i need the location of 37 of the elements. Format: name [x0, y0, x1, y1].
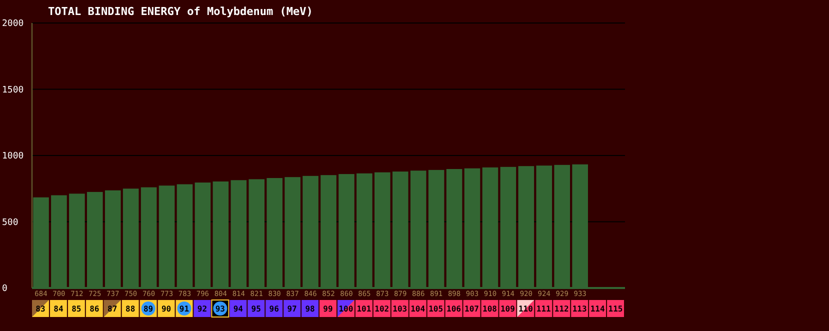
- x-tick-label: 91: [179, 304, 190, 314]
- x-tick-label: 102: [374, 304, 390, 314]
- x-tick-label: 94: [233, 304, 244, 314]
- x-tick-label: 107: [464, 304, 480, 314]
- x-tick-label: 103: [392, 304, 408, 314]
- x-tick-label: 108: [482, 304, 498, 314]
- x-tick-label: 112: [554, 304, 570, 314]
- x-tick-label: 84: [54, 304, 64, 314]
- x-tick-label: 98: [305, 304, 316, 314]
- y-tick-label: 1000: [2, 152, 24, 162]
- x-tick-label: 96: [269, 304, 280, 314]
- y-tick-label: 500: [2, 218, 18, 228]
- x-tick-label: 97: [287, 304, 298, 314]
- x-tick-label: 111: [536, 304, 552, 314]
- x-tick-label: 115: [608, 304, 623, 314]
- x-tick-label: 93: [215, 304, 226, 314]
- x-tick-label: 113: [572, 304, 587, 314]
- x-tick-label: 89: [143, 304, 154, 314]
- x-tick-label: 114: [590, 304, 605, 314]
- x-tick-label: 105: [428, 304, 444, 314]
- x-tick-label: 83: [36, 304, 46, 314]
- x-tick-label: 86: [90, 304, 100, 314]
- x-tick-label: 87: [108, 304, 118, 314]
- x-tick-label: 92: [197, 304, 208, 314]
- x-tick-label: 85: [72, 304, 82, 314]
- x-tick-label: 88: [126, 304, 136, 314]
- y-tick-label: 2000: [2, 19, 24, 30]
- x-tick-label: 95: [251, 304, 262, 314]
- x-tick-label: 104: [410, 304, 426, 314]
- x-tick-label: 99: [323, 304, 333, 314]
- x-tick-label: 106: [446, 304, 462, 314]
- x-tick-label: 101: [356, 304, 372, 314]
- x-tick-label: 90: [161, 304, 172, 314]
- y-tick-label: 1500: [2, 85, 24, 96]
- y-tick-label: 0: [2, 284, 8, 294]
- chart-title: TOTAL BINDING ENERGY of Molybdenum (MeV): [48, 5, 313, 18]
- x-tick-label: 109: [500, 304, 516, 314]
